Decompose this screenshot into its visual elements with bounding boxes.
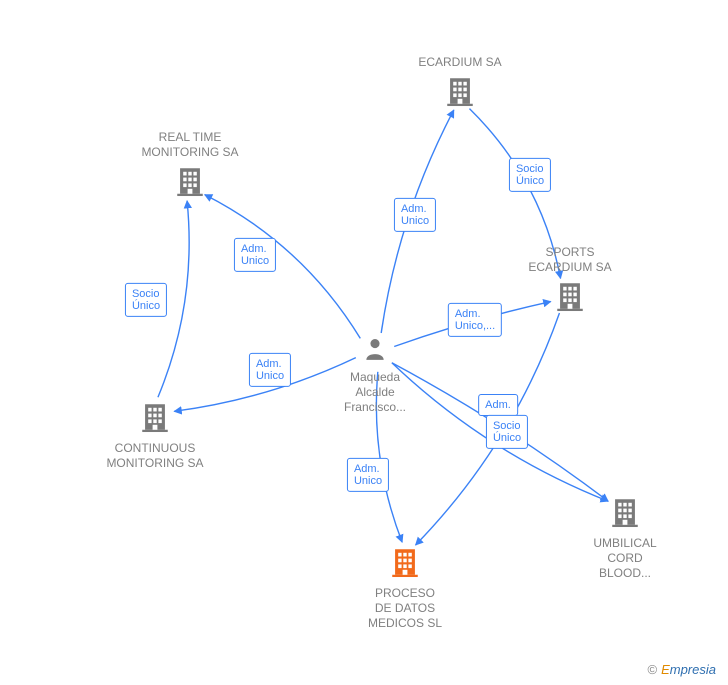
node-center[interactable]: MaquedaAlcaldeFrancisco... (320, 335, 430, 415)
watermark: © Empresia (647, 662, 716, 677)
node-sports[interactable]: SPORTSECARDIUM SA (515, 245, 625, 317)
edge-label-e-center-sports: Adm. Unico,... (448, 303, 502, 337)
node-label: REAL TIMEMONITORING SA (135, 130, 245, 160)
edge-e-center-ecardium (381, 110, 454, 333)
edge-label-e-cont-rtm: Socio Único (125, 283, 167, 317)
building-icon (138, 423, 172, 437)
building-icon (443, 97, 477, 111)
person-icon (362, 352, 388, 366)
node-label: UMBILICALCORDBLOOD... (570, 536, 680, 581)
edge-label-e-center-proc: Adm. Unico (347, 458, 389, 492)
node-umbilical[interactable]: UMBILICALCORDBLOOD... (570, 495, 680, 581)
watermark-text-2: mpresia (670, 662, 716, 677)
node-label: CONTINUOUSMONITORING SA (100, 441, 210, 471)
edge-label-e-sports-proc: Socio Único (486, 415, 528, 449)
node-rtm[interactable]: REAL TIMEMONITORING SA (135, 130, 245, 202)
edge-label-e-center-umb-1: Adm. (478, 394, 518, 416)
node-ecardium[interactable]: ECARDIUM SA (405, 55, 515, 112)
edge-label-e-center-rtm: Adm. Unico (234, 238, 276, 272)
edge-label-e-center-ecardium: Adm. Unico (394, 198, 436, 232)
building-icon (608, 518, 642, 532)
network-diagram: MaquedaAlcaldeFrancisco... ECARDIUM SA RE… (0, 0, 728, 685)
edge-e-center-rtm (205, 195, 361, 339)
edge-label-e-center-cont: Adm. Unico (249, 353, 291, 387)
building-icon (388, 568, 422, 582)
edge-e-cont-rtm (158, 201, 189, 397)
watermark-text-1: E (661, 662, 670, 677)
node-label: SPORTSECARDIUM SA (515, 245, 625, 275)
edge-label-e-ecard-sports: Socio Único (509, 158, 551, 192)
building-icon (553, 302, 587, 316)
building-icon (173, 187, 207, 201)
edge-e-sports-proc (416, 313, 560, 545)
node-continuous[interactable]: CONTINUOUSMONITORING SA (100, 400, 210, 471)
copyright-symbol: © (647, 662, 657, 677)
node-label: MaquedaAlcaldeFrancisco... (320, 370, 430, 415)
node-label: PROCESODE DATOSMEDICOS SL (350, 586, 460, 631)
node-label: ECARDIUM SA (405, 55, 515, 70)
node-proceso[interactable]: PROCESODE DATOSMEDICOS SL (350, 545, 460, 631)
